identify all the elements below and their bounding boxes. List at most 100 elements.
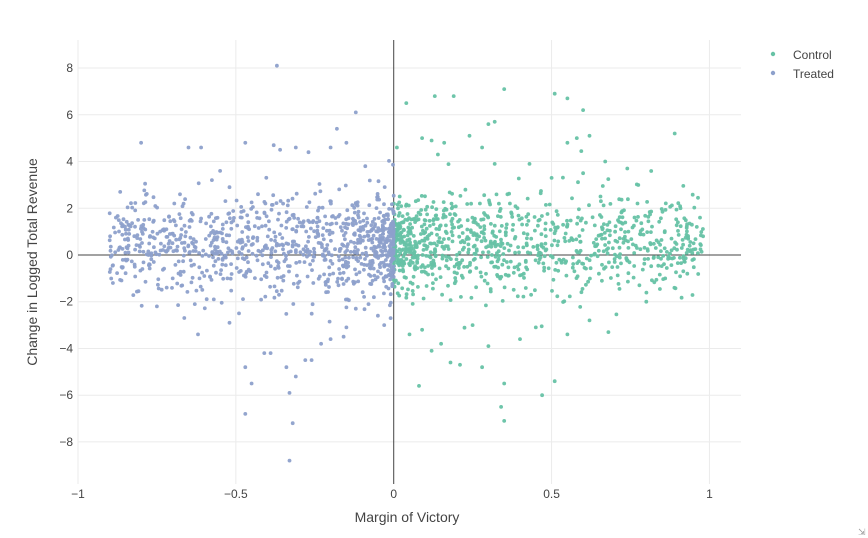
scatter-point: [315, 228, 320, 233]
scatter-point: [486, 344, 491, 348]
scatter-point: [578, 305, 583, 309]
scatter-point: [401, 227, 406, 232]
scatter-point: [456, 219, 460, 224]
scatter-point: [281, 247, 285, 252]
scatter-point: [310, 302, 315, 307]
scatter-point: [135, 233, 140, 238]
scatter-point: [680, 238, 685, 242]
scatter-point: [676, 229, 680, 233]
scatter-point: [606, 330, 611, 334]
scatter-point: [143, 227, 148, 232]
legend-label: Treated: [793, 67, 834, 81]
scatter-point: [116, 248, 121, 252]
scatter-point: [389, 253, 394, 258]
scatter-point: [559, 260, 564, 265]
scatter-point: [547, 202, 552, 207]
scatter-point: [252, 224, 257, 229]
scatter-point: [132, 234, 137, 239]
scatter-point: [676, 233, 681, 237]
scatter-point: [321, 237, 326, 242]
scatter-point: [557, 257, 562, 262]
scatter-point: [390, 271, 395, 276]
scatter-point: [132, 264, 137, 269]
scatter-point: [149, 253, 154, 258]
resize-handle-icon[interactable]: ⇲: [858, 527, 866, 537]
scatter-point: [657, 272, 662, 277]
scatter-point: [684, 224, 689, 229]
scatter-point: [498, 207, 503, 211]
scatter-point: [479, 274, 484, 279]
scatter-point: [541, 261, 546, 266]
scatter-point: [570, 265, 575, 270]
scatter-point: [596, 233, 601, 238]
scatter-point: [471, 220, 476, 225]
scatter-point: [479, 255, 483, 260]
scatter-point: [227, 320, 232, 325]
scatter-point: [539, 251, 543, 256]
scatter-point: [210, 250, 215, 254]
scatter-point: [641, 232, 646, 237]
scatter-point: [649, 230, 653, 235]
scatter-point: [619, 261, 623, 266]
scatter-point: [474, 249, 479, 253]
scatter-point: [542, 254, 547, 259]
scatter-point: [482, 193, 487, 198]
scatter-point: [147, 262, 152, 267]
scatter-point: [688, 240, 693, 244]
legend-marker-icon: [770, 70, 776, 76]
scatter-point: [133, 247, 138, 252]
scatter-point: [269, 248, 274, 252]
scatter-point: [587, 318, 592, 323]
scatter-point: [168, 219, 173, 224]
scatter-point: [455, 262, 459, 266]
legend-item-treated[interactable]: Treated: [770, 67, 834, 81]
scatter-point: [178, 192, 182, 197]
scatter-point: [637, 283, 642, 288]
scatter-point: [133, 208, 138, 213]
scatter-point: [482, 224, 487, 229]
scatter-point: [200, 270, 205, 275]
scatter-point: [437, 240, 442, 245]
scatter-point: [198, 284, 203, 289]
scatter-point: [431, 286, 435, 291]
scatter-point: [408, 222, 412, 226]
scatter-point: [488, 202, 492, 207]
scatter-point: [269, 207, 274, 212]
scatter-point: [553, 268, 558, 272]
scatter-point: [370, 240, 375, 245]
legend-item-control[interactable]: Control: [770, 48, 832, 62]
scatter-point: [460, 258, 465, 263]
scatter-point: [318, 189, 323, 194]
scatter-point: [509, 211, 514, 216]
scatter-point: [613, 252, 617, 257]
scatter-point: [589, 253, 593, 258]
scatter-point: [646, 257, 650, 261]
scatter-point: [295, 285, 300, 290]
scatter-point: [426, 264, 430, 268]
scatter-point: [526, 219, 531, 223]
scatter-point: [694, 225, 699, 229]
scatter-point: [186, 244, 191, 249]
scatter-point: [596, 248, 601, 253]
scatter-point: [591, 240, 596, 245]
scatter-point: [344, 305, 349, 310]
scatter-point: [378, 238, 383, 243]
scatter-point: [426, 272, 430, 277]
scatter-point: [480, 230, 485, 235]
legend[interactable]: Control Treated: [770, 48, 834, 81]
scatter-point: [265, 234, 270, 239]
scatter-point: [571, 238, 575, 243]
scatter-point: [396, 213, 401, 218]
scatter-point: [681, 242, 685, 247]
scatter-point: [531, 245, 536, 249]
scatter-point: [577, 207, 581, 212]
scatter-point: [162, 244, 167, 249]
scatter-point: [269, 255, 273, 259]
y-tick-label: 6: [66, 108, 73, 122]
scatter-point: [271, 193, 276, 198]
scatter-point: [580, 216, 584, 221]
scatter-point: [402, 234, 407, 239]
scatter-point: [365, 233, 370, 238]
scatter-point: [156, 286, 161, 291]
scatter-point: [152, 245, 156, 250]
